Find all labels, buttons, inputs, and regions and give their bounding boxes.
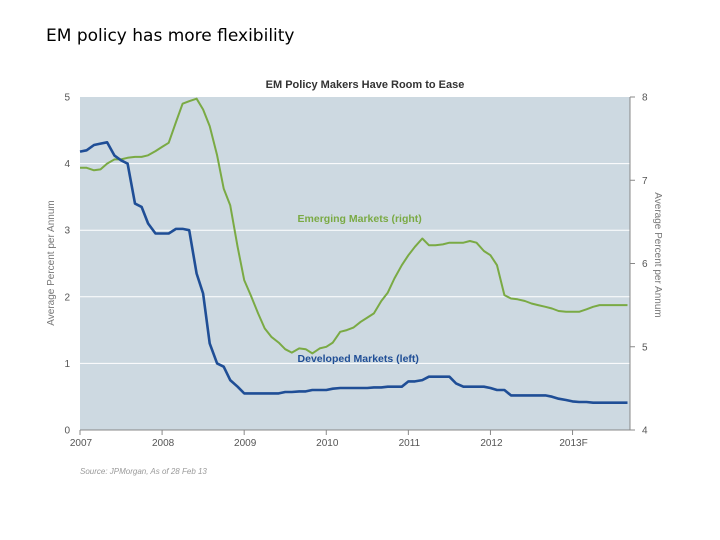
series-line-developed-markets [79, 141, 628, 404]
x-tick-label: 2013F [559, 438, 587, 449]
y-tick-label-left: 2 [64, 292, 70, 303]
x-tick-label: 2011 [399, 438, 421, 449]
y-tick-label-left: 4 [64, 159, 70, 170]
y-tick-label-left: 3 [64, 226, 70, 237]
y-tick-label-right: 6 [642, 259, 648, 270]
slide-title: EM policy has more flexibility [46, 26, 295, 46]
y-tick-label-right: 4 [642, 426, 648, 437]
y-axis-title-right: Average Percent per Annum [652, 192, 663, 317]
x-tick-label: 2007 [70, 438, 93, 449]
x-tick-label: 2008 [152, 438, 175, 449]
series-label-developed-markets: Developed Markets (left) [298, 353, 419, 365]
y-tick-label-left: 5 [64, 93, 70, 104]
y-tick-label-left: 1 [64, 359, 70, 370]
plot-background [80, 97, 630, 430]
y-tick-label-right: 8 [642, 93, 648, 104]
y-tick-label-left: 0 [64, 426, 70, 437]
y-tick-label-right: 5 [642, 342, 648, 353]
y-tick-label-right: 7 [642, 176, 648, 187]
series-label-emerging-markets: Emerging Markets (right) [298, 213, 422, 225]
chart-text: 0 1 2 3 4 5 4 5 6 7 8 2007 2008 2009 2010 2011 2012 2013F… [46, 79, 663, 476]
series-layer [79, 97, 628, 404]
x-tick-label: 2012 [480, 438, 503, 449]
x-tick-label: 2009 [234, 438, 257, 449]
x-tick-label: 2010 [316, 438, 339, 449]
series-line-emerging-markets [80, 97, 628, 355]
axes [79, 96, 635, 435]
chart-title: EM Policy Makers Have Room to Ease [266, 79, 465, 91]
y-axis-title-left: Average Percent per Annum [46, 200, 57, 325]
source-note: Source: JPMorgan, As of 28 Feb 13 [80, 467, 207, 476]
